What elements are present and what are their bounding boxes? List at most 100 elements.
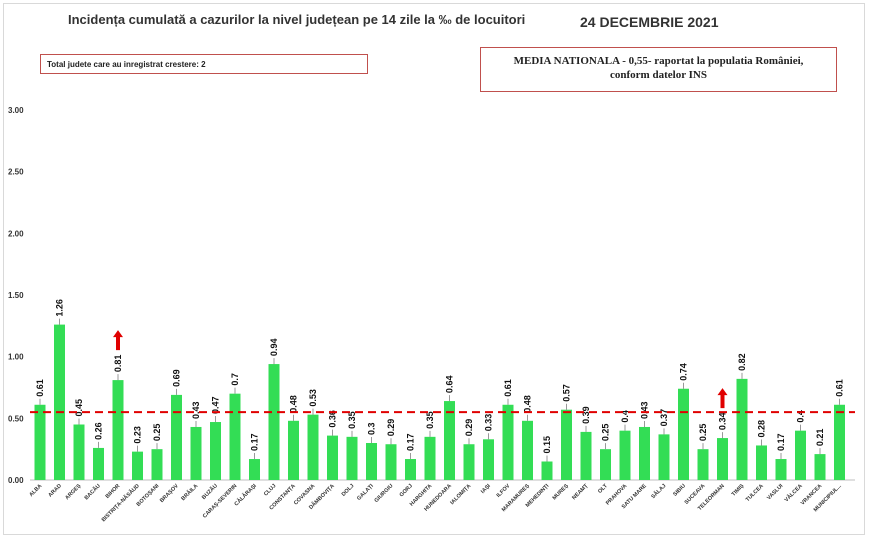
value-label: 0.43: [191, 401, 201, 419]
value-label: 0.45: [74, 399, 84, 417]
value-label: 0.23: [133, 426, 143, 444]
bar: [385, 444, 397, 480]
value-label: 0.4: [620, 410, 630, 423]
category-label: IALOMIȚA: [449, 483, 472, 506]
y-tick-label: 1.50: [8, 291, 24, 300]
value-label: 0.35: [347, 411, 357, 429]
bar: [775, 459, 787, 480]
category-label: ALBA: [28, 483, 43, 498]
value-label: 0.48: [523, 395, 533, 413]
bar: [34, 404, 46, 480]
category-label: DOLJ: [341, 483, 356, 498]
category-label: TULCEA: [745, 483, 765, 503]
category-label: GORJ: [399, 483, 414, 498]
national-average-box: MEDIA NATIONALA - 0,55- raportat la popu…: [480, 47, 837, 92]
bar: [249, 459, 260, 480]
bar: [541, 461, 553, 480]
bar: [795, 430, 806, 480]
chart-title: Incidența cumulată a cazurilor la nivel …: [68, 12, 526, 27]
value-label: 0.15: [542, 436, 552, 454]
bar: [717, 438, 728, 480]
value-label: 0.64: [445, 376, 455, 394]
category-label: TIMIȘ: [731, 483, 746, 498]
bar: [73, 424, 85, 480]
category-label: GIURGIU: [374, 483, 395, 504]
bar: [307, 414, 319, 480]
value-label: 0.82: [737, 353, 747, 371]
increase-arrow-icon: [113, 330, 123, 351]
bar: [639, 426, 650, 480]
bar: [268, 364, 280, 480]
bar: [522, 420, 533, 480]
category-label: ILFOV: [496, 483, 512, 499]
national-average-line1: MEDIA NATIONALA - 0,55- raportat la popu…: [513, 55, 804, 67]
value-label: 0.43: [640, 401, 650, 419]
bar: [502, 404, 514, 480]
bar: [697, 449, 709, 480]
value-label: 0.74: [679, 363, 689, 381]
report-date: 24 DECEMBRIE 2021: [580, 14, 719, 30]
category-label: BRĂILA: [180, 482, 200, 502]
bar: [756, 445, 767, 480]
bar: [580, 431, 592, 480]
value-label: 0.33: [484, 414, 494, 432]
category-label: BUZĂU: [200, 482, 219, 501]
bar: [54, 324, 65, 480]
category-label: BRAȘOV: [159, 483, 180, 504]
bar: [327, 435, 338, 480]
value-label: 1.26: [55, 299, 65, 317]
category-label: CARAȘ-SEVERIN: [202, 483, 238, 519]
value-label: 0.39: [581, 406, 591, 424]
value-label: 0.47: [211, 397, 221, 415]
value-label: 0.25: [152, 424, 162, 442]
category-label: GALAȚI: [356, 483, 375, 502]
bar: [93, 447, 104, 480]
bar: [229, 393, 241, 480]
bar: [463, 444, 475, 480]
y-tick-label: 1.00: [8, 353, 24, 362]
bar: [658, 434, 670, 480]
bar: [424, 436, 436, 480]
value-label: 0.17: [250, 434, 260, 452]
y-tick-label: 0.50: [8, 414, 24, 423]
bar: [600, 449, 611, 480]
value-label: 0.34: [718, 413, 728, 431]
category-label: MUREȘ: [552, 483, 571, 502]
bar: [210, 422, 221, 480]
category-label: ARGEȘ: [64, 483, 82, 501]
national-average-line2: conform datelor INS: [610, 69, 707, 81]
value-label: 0.61: [835, 379, 845, 397]
chart-frame: [3, 3, 865, 535]
bar: [483, 439, 494, 480]
y-tick-label: 3.00: [8, 106, 24, 115]
bar: [619, 430, 631, 480]
increase-count-box: Total judete care au inregistrat crester…: [40, 54, 368, 74]
category-label: BISTRIȚA-NĂSĂUD: [100, 482, 141, 523]
category-label: VASLUI: [766, 483, 785, 502]
value-label: 0.61: [35, 379, 45, 397]
value-label: 0.53: [308, 389, 318, 407]
value-label: 0.4: [796, 410, 806, 423]
value-label: 0.35: [425, 411, 435, 429]
y-tick-label: 2.00: [8, 229, 24, 238]
value-label: 0.48: [289, 395, 299, 413]
category-label: SĂLAJ: [650, 482, 668, 500]
bar: [346, 436, 358, 480]
value-label: 0.17: [406, 434, 416, 452]
value-label: 0.21: [815, 429, 825, 447]
category-label: NEAMȚ: [571, 483, 590, 502]
bar: [366, 443, 377, 480]
value-label: 0.7: [230, 373, 240, 386]
bar: [834, 404, 845, 480]
value-label: 0.29: [464, 419, 474, 437]
value-label: 0.81: [113, 355, 123, 373]
value-label: 0.26: [94, 422, 104, 440]
bar: [288, 420, 299, 480]
increase-arrow-icon: [717, 388, 728, 409]
category-label: CLUJ: [263, 483, 277, 497]
bar: [678, 388, 689, 480]
bar: [151, 449, 163, 480]
category-label: BIHOR: [105, 483, 122, 500]
value-label: 0.57: [562, 384, 572, 402]
bar: [405, 459, 416, 480]
